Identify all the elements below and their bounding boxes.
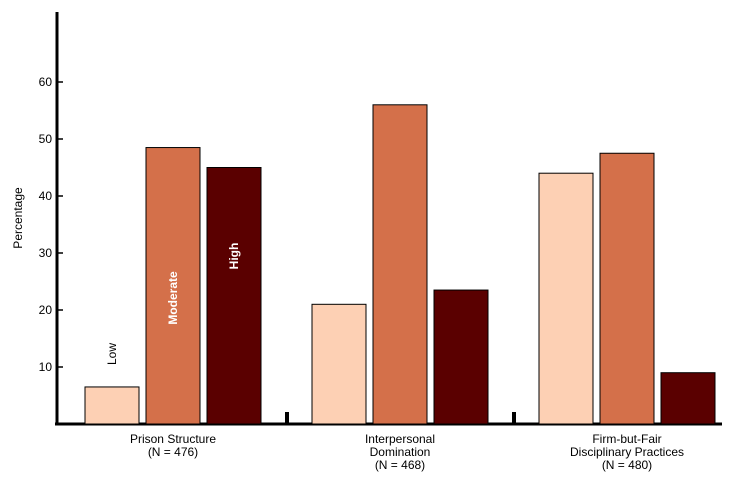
category-label-line: Domination — [370, 445, 431, 459]
series-label-moderate: Moderate — [166, 271, 180, 325]
bar-low-2 — [538, 172, 594, 425]
category-label-1: Interpersonal Domination (N = 468) — [365, 432, 435, 472]
category-labels: Prison Structure (N = 476) Interpersonal Do… — [130, 432, 684, 472]
category-label-line: Firm-but-Fair — [592, 432, 661, 446]
group-separator-tick — [512, 412, 516, 424]
series-labels: Low Moderate High — [105, 243, 241, 365]
category-label-0: Prison Structure (N = 476) — [130, 432, 216, 459]
category-label-line: (N = 476) — [148, 445, 198, 459]
y-ticks: 10 20 30 40 50 60 — [39, 75, 63, 374]
category-label-line: (N = 468) — [375, 458, 425, 472]
bar-high-0 — [206, 167, 262, 425]
group-separator-tick — [285, 412, 289, 424]
category-label-line: Interpersonal — [365, 432, 435, 446]
bar-moderate-1 — [372, 104, 428, 425]
series-label-high: High — [227, 243, 241, 270]
y-tick-label: 50 — [39, 132, 53, 146]
y-tick-label: 40 — [39, 189, 53, 203]
category-label-2: Firm-but-Fair Disciplinary Practices (N = … — [570, 432, 684, 472]
category-label-line: (N = 480) — [602, 458, 652, 472]
y-tick-label: 60 — [39, 75, 53, 89]
y-tick-label: 10 — [39, 360, 53, 374]
bar-high-2 — [660, 372, 716, 425]
y-axis-label: Percentage — [11, 187, 25, 249]
y-tick-label: 30 — [39, 246, 53, 260]
bar-high-1 — [433, 289, 489, 425]
bars — [84, 104, 716, 425]
category-label-line: Prison Structure — [130, 432, 216, 446]
bar-low-0 — [84, 386, 140, 425]
category-label-line: Disciplinary Practices — [570, 445, 684, 459]
series-label-low: Low — [105, 343, 119, 365]
bar-moderate-0 — [145, 147, 201, 425]
y-axis-title: Percentage — [11, 187, 25, 249]
bar-low-1 — [311, 303, 367, 425]
bar-moderate-2 — [599, 152, 655, 425]
y-tick-label: 20 — [39, 303, 53, 317]
